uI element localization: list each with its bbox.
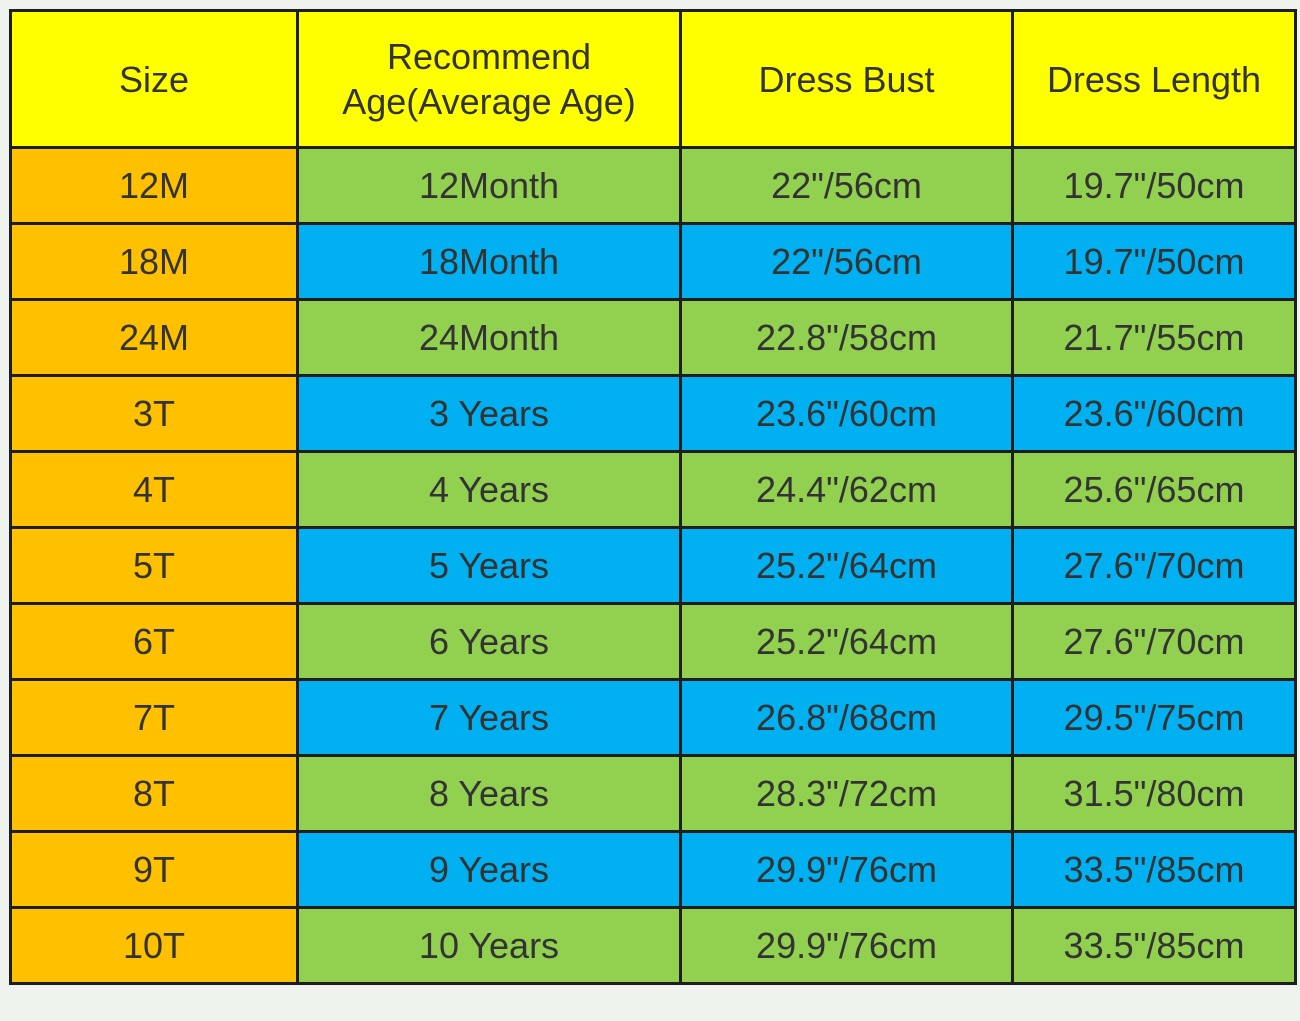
table-row: 24M 24Month 22.8"/58cm 21.7"/55cm — [9, 298, 1297, 377]
size-cell: 4T — [9, 450, 299, 529]
table-body: 12M 12Month 22"/56cm 19.7"/50cm 18M 18Month 22… — [9, 146, 1297, 985]
table-row: 10T 10 Years 29.9"/76cm 33.5"/85cm — [9, 906, 1297, 985]
table-cell: 22.8"/58cm — [679, 298, 1014, 377]
table-row: 8T 8 Years 28.3"/72cm 31.5"/80cm — [9, 754, 1297, 833]
table-header: Size Recommend Age(Average Age) Dress Bust… — [9, 9, 1297, 149]
table-cell: 12Month — [296, 146, 682, 225]
size-cell: 18M — [9, 222, 299, 301]
size-cell: 6T — [9, 602, 299, 681]
table-cell: 9 Years — [296, 830, 682, 909]
table-cell: 6 Years — [296, 602, 682, 681]
header-cell: Recommend Age(Average Age) — [296, 9, 682, 149]
size-cell: 3T — [9, 374, 299, 453]
table-cell: 25.2"/64cm — [679, 526, 1014, 605]
table-cell: 5 Years — [296, 526, 682, 605]
table-cell: 31.5"/80cm — [1011, 754, 1297, 833]
table-cell: 27.6"/70cm — [1011, 526, 1297, 605]
table-cell: 22"/56cm — [679, 222, 1014, 301]
table-cell: 29.9"/76cm — [679, 906, 1014, 985]
table-row: 18M 18Month 22"/56cm 19.7"/50cm — [9, 222, 1297, 301]
table-cell: 22"/56cm — [679, 146, 1014, 225]
table-cell: 28.3"/72cm — [679, 754, 1014, 833]
table-row: 5T 5 Years 25.2"/64cm 27.6"/70cm — [9, 526, 1297, 605]
table-cell: 25.6"/65cm — [1011, 450, 1297, 529]
table-cell: 29.9"/76cm — [679, 830, 1014, 909]
table-cell: 26.8"/68cm — [679, 678, 1014, 757]
table-cell: 4 Years — [296, 450, 682, 529]
header-cell: Dress Bust — [679, 9, 1014, 149]
table-cell: 23.6"/60cm — [679, 374, 1014, 453]
size-cell: 9T — [9, 830, 299, 909]
table-row: 9T 9 Years 29.9"/76cm 33.5"/85cm — [9, 830, 1297, 909]
header-cell: Size — [9, 9, 299, 149]
table-cell: 27.6"/70cm — [1011, 602, 1297, 681]
size-cell: 5T — [9, 526, 299, 605]
table-cell: 24Month — [296, 298, 682, 377]
table-cell: 19.7"/50cm — [1011, 146, 1297, 225]
table-cell: 23.6"/60cm — [1011, 374, 1297, 453]
header-cell: Dress Length — [1011, 9, 1297, 149]
table-row: 4T 4 Years 24.4"/62cm 25.6"/65cm — [9, 450, 1297, 529]
header-row: Size Recommend Age(Average Age) Dress Bust… — [9, 9, 1297, 149]
table-cell: 10 Years — [296, 906, 682, 985]
size-table: Size Recommend Age(Average Age) Dress Bust… — [9, 9, 1297, 985]
size-cell: 24M — [9, 298, 299, 377]
table-cell: 21.7"/55cm — [1011, 298, 1297, 377]
table-cell: 33.5"/85cm — [1011, 906, 1297, 985]
table-row: 7T 7 Years 26.8"/68cm 29.5"/75cm — [9, 678, 1297, 757]
table-row: 3T 3 Years 23.6"/60cm 23.6"/60cm — [9, 374, 1297, 453]
table-cell: 33.5"/85cm — [1011, 830, 1297, 909]
table-cell: 19.7"/50cm — [1011, 222, 1297, 301]
table-cell: 7 Years — [296, 678, 682, 757]
table-cell: 25.2"/64cm — [679, 602, 1014, 681]
table-cell: 18Month — [296, 222, 682, 301]
table-cell: 3 Years — [296, 374, 682, 453]
table-cell: 8 Years — [296, 754, 682, 833]
table-cell: 29.5"/75cm — [1011, 678, 1297, 757]
size-cell: 8T — [9, 754, 299, 833]
table-row: 6T 6 Years 25.2"/64cm 27.6"/70cm — [9, 602, 1297, 681]
table-cell: 24.4"/62cm — [679, 450, 1014, 529]
table-row: 12M 12Month 22"/56cm 19.7"/50cm — [9, 146, 1297, 225]
size-cell: 7T — [9, 678, 299, 757]
size-cell: 12M — [9, 146, 299, 225]
size-cell: 10T — [9, 906, 299, 985]
